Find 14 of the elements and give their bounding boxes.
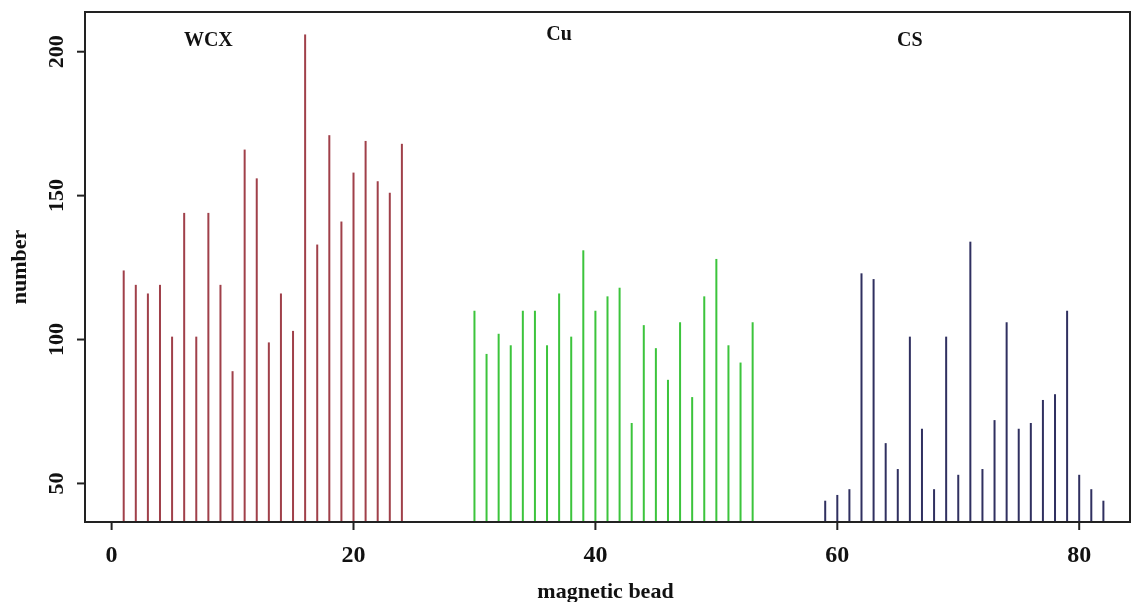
y-tick-label: 100: [43, 323, 68, 357]
x-tick-label: 60: [825, 541, 850, 567]
annotation: WCX: [183, 28, 234, 50]
annotation: CS: [897, 28, 923, 50]
x-tick-label: 80: [1067, 541, 1092, 567]
y-tick-label: 50: [43, 472, 68, 495]
y-tick-label: 150: [43, 179, 68, 213]
x-tick-label: 20: [341, 541, 366, 567]
x-tick-label: 0: [105, 541, 118, 567]
x-axis-title: magnetic bead: [537, 578, 674, 602]
annotation: Cu: [546, 22, 572, 44]
x-tick-label: 40: [583, 541, 608, 567]
y-axis-title: number: [6, 229, 31, 305]
y-tick-label: 200: [43, 35, 68, 69]
